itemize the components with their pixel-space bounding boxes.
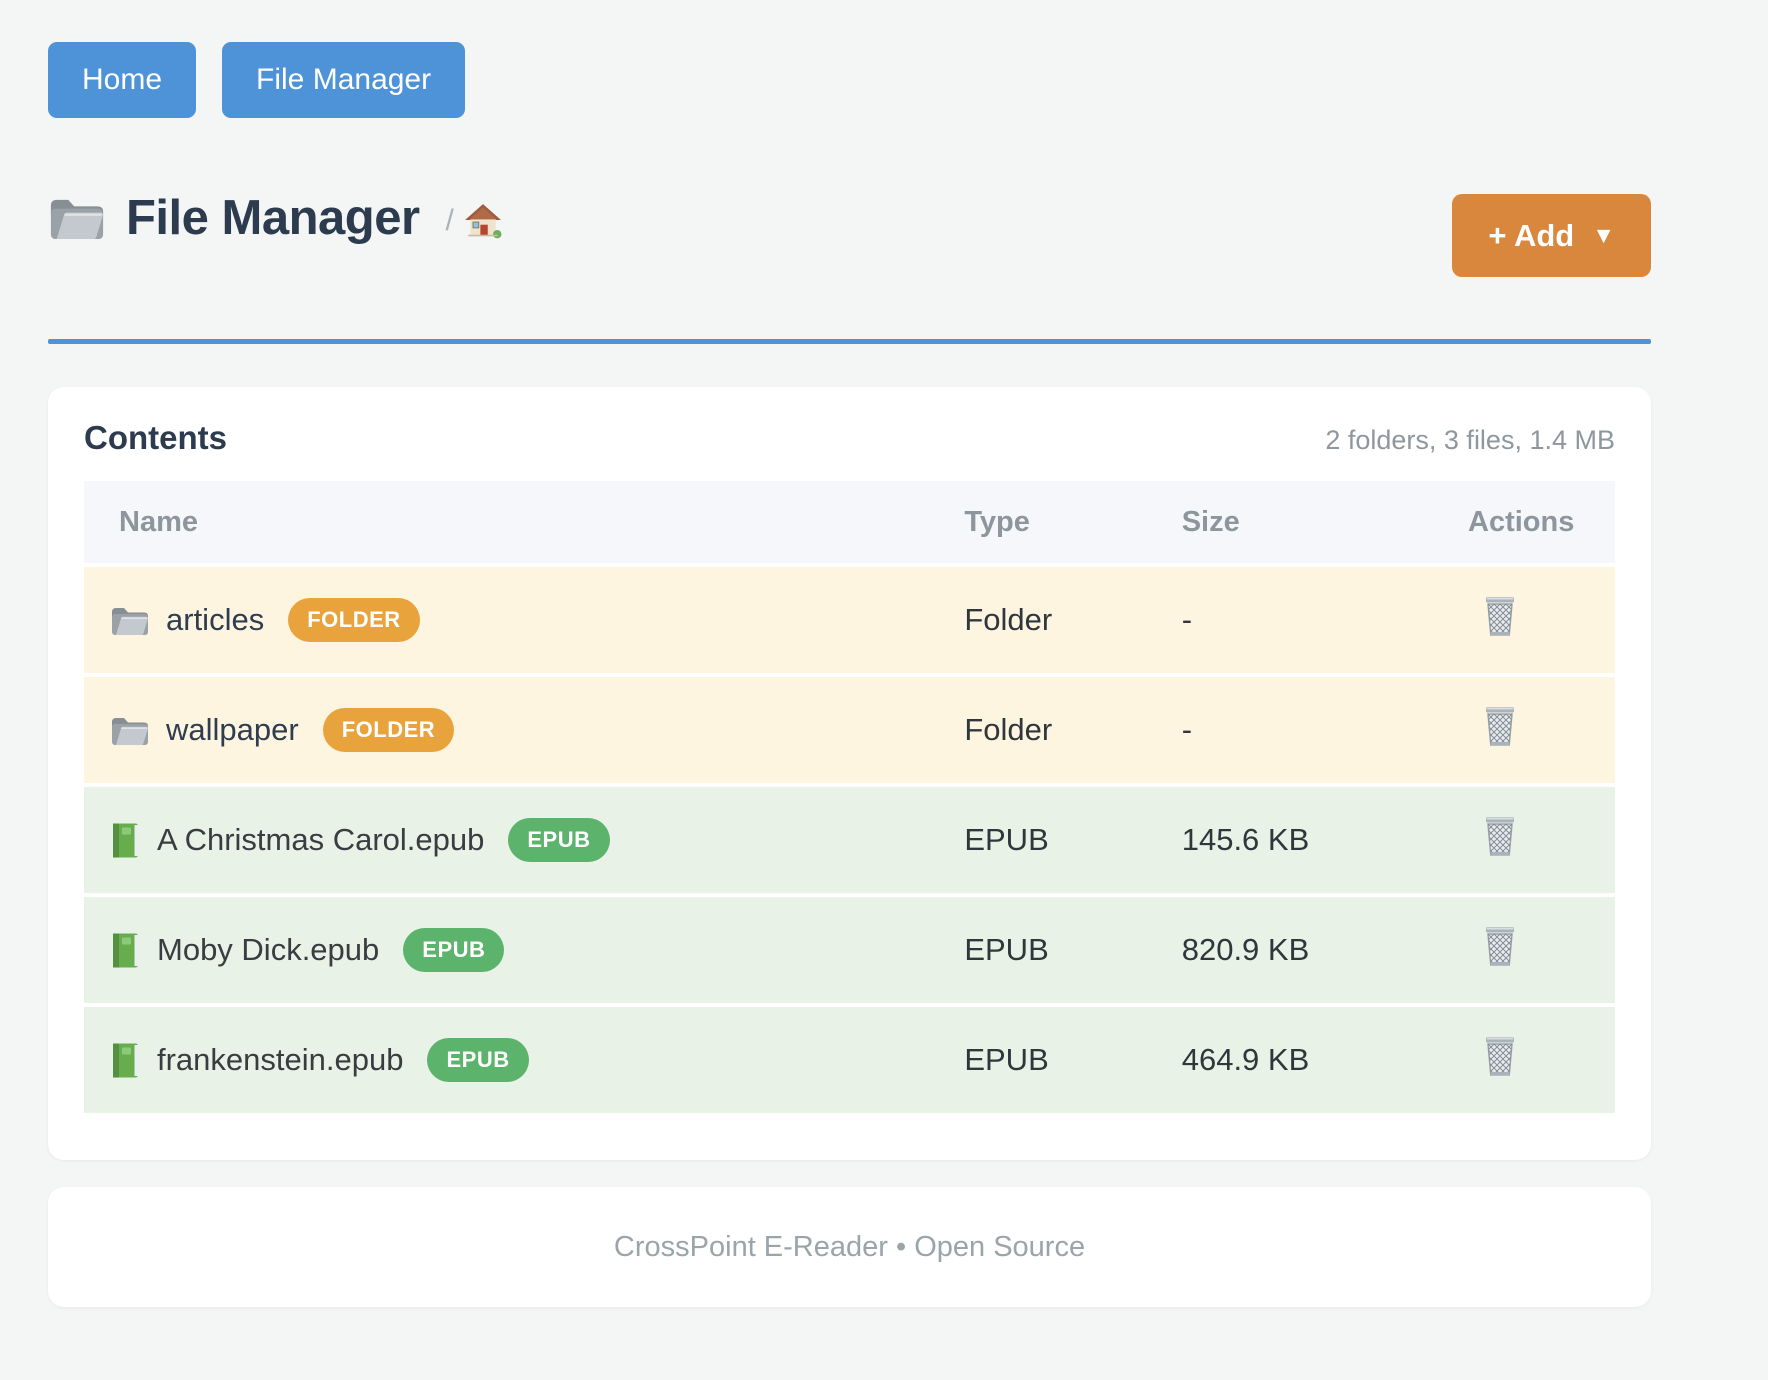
nav-button-home[interactable]: Home bbox=[48, 42, 197, 118]
file-type: EPUB bbox=[964, 787, 1182, 893]
column-header-actions: Actions bbox=[1468, 481, 1615, 563]
breadcrumb-separator: / bbox=[445, 204, 454, 237]
column-header-type: Type bbox=[964, 481, 1182, 563]
contents-table: Name Type Size Actions articles FOLDER F… bbox=[84, 477, 1615, 1117]
epub-name-link[interactable]: frankenstein.epub bbox=[157, 1042, 404, 1077]
file-size: 145.6 KB bbox=[1181, 787, 1469, 893]
folder-icon bbox=[48, 194, 106, 242]
title-row: File Manager / + Add ▼ bbox=[48, 190, 1651, 277]
chevron-down-icon: ▼ bbox=[1592, 222, 1615, 248]
file-size: 464.9 KB bbox=[1181, 1007, 1469, 1113]
card-header: Contents 2 folders, 3 files, 1.4 MB bbox=[84, 419, 1615, 457]
page-container: Home File Manager File Manager / bbox=[48, 42, 1651, 1307]
title-divider bbox=[48, 339, 1651, 344]
page-title: File Manager bbox=[126, 191, 420, 245]
contents-summary: 2 folders, 3 files, 1.4 MB bbox=[1325, 425, 1615, 455]
file-type: Folder bbox=[964, 677, 1182, 783]
type-badge: EPUB bbox=[427, 1038, 529, 1082]
file-size: - bbox=[1181, 567, 1469, 673]
delete-button[interactable] bbox=[1482, 595, 1518, 637]
file-type: EPUB bbox=[964, 897, 1182, 1003]
trash-icon bbox=[1486, 597, 1515, 636]
book-icon bbox=[113, 823, 138, 857]
contents-card: Contents 2 folders, 3 files, 1.4 MB Name… bbox=[48, 387, 1651, 1160]
folder-name-link[interactable]: wallpaper bbox=[166, 712, 299, 747]
footer-text: CrossPoint E-Reader • Open Source bbox=[613, 1230, 1086, 1263]
epub-name-link[interactable]: A Christmas Carol.epub bbox=[157, 822, 485, 857]
table-row: Moby Dick.epub EPUB EPUB 820.9 KB bbox=[84, 897, 1615, 1003]
table-row: articles FOLDER Folder - bbox=[84, 567, 1615, 673]
delete-button[interactable] bbox=[1482, 815, 1518, 857]
epub-name-link[interactable]: Moby Dick.epub bbox=[157, 932, 380, 967]
file-size: 820.9 KB bbox=[1181, 897, 1469, 1003]
table-row: A Christmas Carol.epub EPUB EPUB 145.6 K… bbox=[84, 787, 1615, 893]
top-nav: Home File Manager bbox=[48, 42, 1651, 118]
trash-icon bbox=[1486, 927, 1515, 966]
table-row: wallpaper FOLDER Folder - bbox=[84, 677, 1615, 783]
folder-name-link[interactable]: articles bbox=[166, 602, 265, 637]
card-title: Contents bbox=[84, 419, 227, 456]
type-badge: FOLDER bbox=[322, 708, 455, 752]
title-group: File Manager / bbox=[48, 190, 502, 246]
book-icon bbox=[113, 933, 138, 967]
table-header-row: Name Type Size Actions bbox=[84, 481, 1615, 563]
trash-icon bbox=[1486, 817, 1515, 856]
add-button[interactable]: + Add ▼ bbox=[1452, 194, 1651, 277]
type-badge: EPUB bbox=[403, 928, 505, 972]
trash-icon bbox=[1486, 707, 1515, 746]
delete-button[interactable] bbox=[1482, 925, 1518, 967]
add-button-label: + Add bbox=[1488, 217, 1575, 253]
book-icon bbox=[113, 1043, 138, 1077]
delete-button[interactable] bbox=[1482, 1035, 1518, 1077]
house-icon[interactable] bbox=[464, 202, 502, 240]
folder-icon bbox=[112, 607, 148, 635]
type-badge: FOLDER bbox=[288, 598, 420, 642]
nav-button-file-manager[interactable]: File Manager bbox=[222, 42, 466, 118]
delete-button[interactable] bbox=[1482, 705, 1518, 747]
breadcrumb: / bbox=[420, 196, 502, 240]
table-row: frankenstein.epub EPUB EPUB 464.9 KB bbox=[84, 1007, 1615, 1113]
footer: CrossPoint E-Reader • Open Source bbox=[48, 1187, 1651, 1307]
folder-icon bbox=[112, 717, 148, 745]
type-badge: EPUB bbox=[508, 818, 610, 862]
file-size: - bbox=[1181, 677, 1469, 783]
column-header-name: Name bbox=[84, 481, 965, 563]
file-type: Folder bbox=[964, 567, 1182, 673]
file-type: EPUB bbox=[964, 1007, 1182, 1113]
column-header-size: Size bbox=[1181, 481, 1469, 563]
trash-icon bbox=[1486, 1037, 1515, 1076]
